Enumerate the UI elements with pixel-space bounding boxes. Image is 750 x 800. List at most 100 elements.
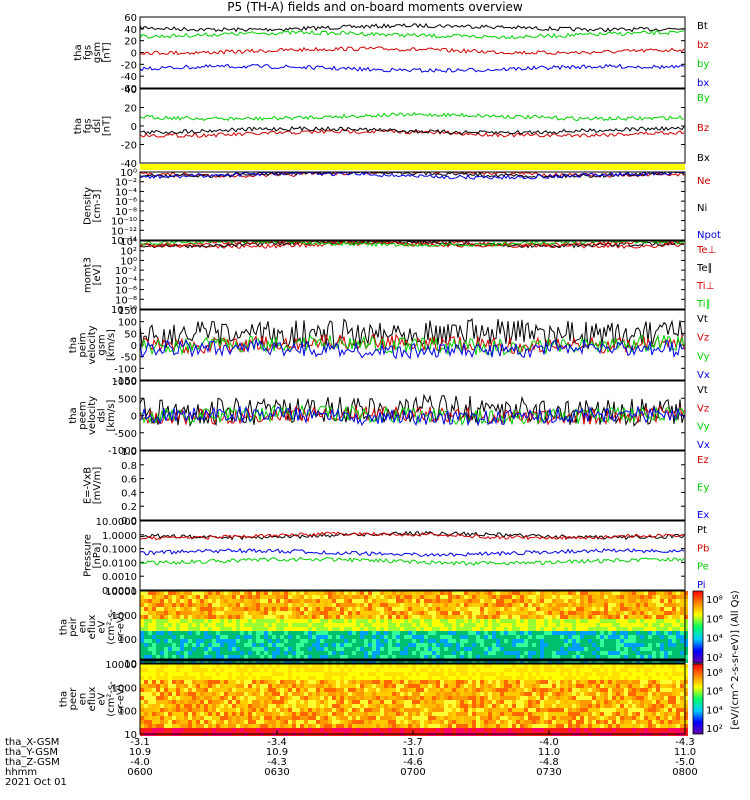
heat-cell [460,651,464,655]
heat-cell [408,619,412,623]
heat-cell [476,595,480,599]
heat-cell [484,712,488,716]
heat-cell [568,607,572,611]
heat-cell [140,672,144,676]
heat-cell [292,716,296,720]
heat-cell [680,615,684,619]
heat-cell [616,591,620,595]
heat-cell [152,676,156,680]
heat-cell [160,724,164,728]
heat-cell [392,599,396,603]
heat-cell [244,676,248,680]
ylabel-line: peim [78,332,89,357]
heat-cell [500,643,504,647]
heat-cell [524,712,528,716]
heat-cell [364,619,368,623]
heat-cell [280,728,284,732]
heat-cell [160,639,164,643]
heat-cell [592,720,596,724]
heat-cell [604,655,608,659]
heat-cell [588,708,592,712]
heat-cell [620,607,624,611]
heat-cell [440,619,444,623]
heat-cell [432,680,436,684]
heat-cell [232,611,236,615]
heat-cell [196,724,200,728]
heat-cell [368,696,372,700]
ylabel-line: en [78,621,89,634]
heat-cell [416,664,420,668]
heat-cell [420,603,424,607]
heat-cell [228,664,232,668]
heat-cell [144,651,148,655]
heat-cell [192,623,196,627]
heat-cell [252,692,256,696]
series-bz [139,46,685,56]
heat-cell [500,692,504,696]
heat-cell [244,700,248,704]
heat-cell [256,639,260,643]
heat-cell [372,651,376,655]
heat-cell [352,680,356,684]
heat-cell [640,615,644,619]
heat-cell [336,700,340,704]
heat-cell [392,664,396,668]
heat-cell [384,720,388,724]
heat-cell [532,724,536,728]
heat-cell [580,615,584,619]
heat-cell [224,700,228,704]
heat-cell [340,708,344,712]
heat-cell [184,692,188,696]
heat-cell [296,635,300,639]
heat-cell [384,619,388,623]
heat-cell [288,615,292,619]
heat-cell [260,591,264,595]
heat-cell [660,647,664,651]
heat-cell [164,599,168,603]
heat-cell [340,603,344,607]
heat-cell [348,724,352,728]
heat-cell [184,664,188,668]
heat-cell [264,611,268,615]
heat-cell [336,664,340,668]
heat-cell [456,619,460,623]
heat-cell [452,615,456,619]
heat-cell [624,639,628,643]
heat-cell [212,631,216,635]
heat-cell [516,680,520,684]
heat-cell [404,688,408,692]
heat-cell [332,635,336,639]
heat-cell [504,720,508,724]
heat-cell [528,716,532,720]
heat-cell [532,635,536,639]
heat-cell [648,619,652,623]
heat-cell [528,680,532,684]
heat-cell [576,664,580,668]
heat-cell [488,651,492,655]
heat-cell [584,627,588,631]
heat-cell [632,668,636,672]
heat-cell [196,708,200,712]
heat-cell [220,712,224,716]
heat-cell [228,603,232,607]
heat-cell [204,672,208,676]
heat-cell [488,700,492,704]
heat-cell [512,672,516,676]
heat-cell [608,595,612,599]
heat-cell [472,676,476,680]
heat-cell [244,631,248,635]
heat-cell [408,643,412,647]
heat-cell [292,623,296,627]
heat-cell [548,615,552,619]
heat-cell [144,668,148,672]
heat-cell [544,627,548,631]
heat-cell [604,684,608,688]
heat-cell [236,651,240,655]
heat-cell [220,611,224,615]
heat-cell [408,720,412,724]
heat-cell [204,599,208,603]
heat-cell [284,599,288,603]
heat-cell [296,728,300,732]
heat-cell [140,704,144,708]
heat-cell [616,643,620,647]
